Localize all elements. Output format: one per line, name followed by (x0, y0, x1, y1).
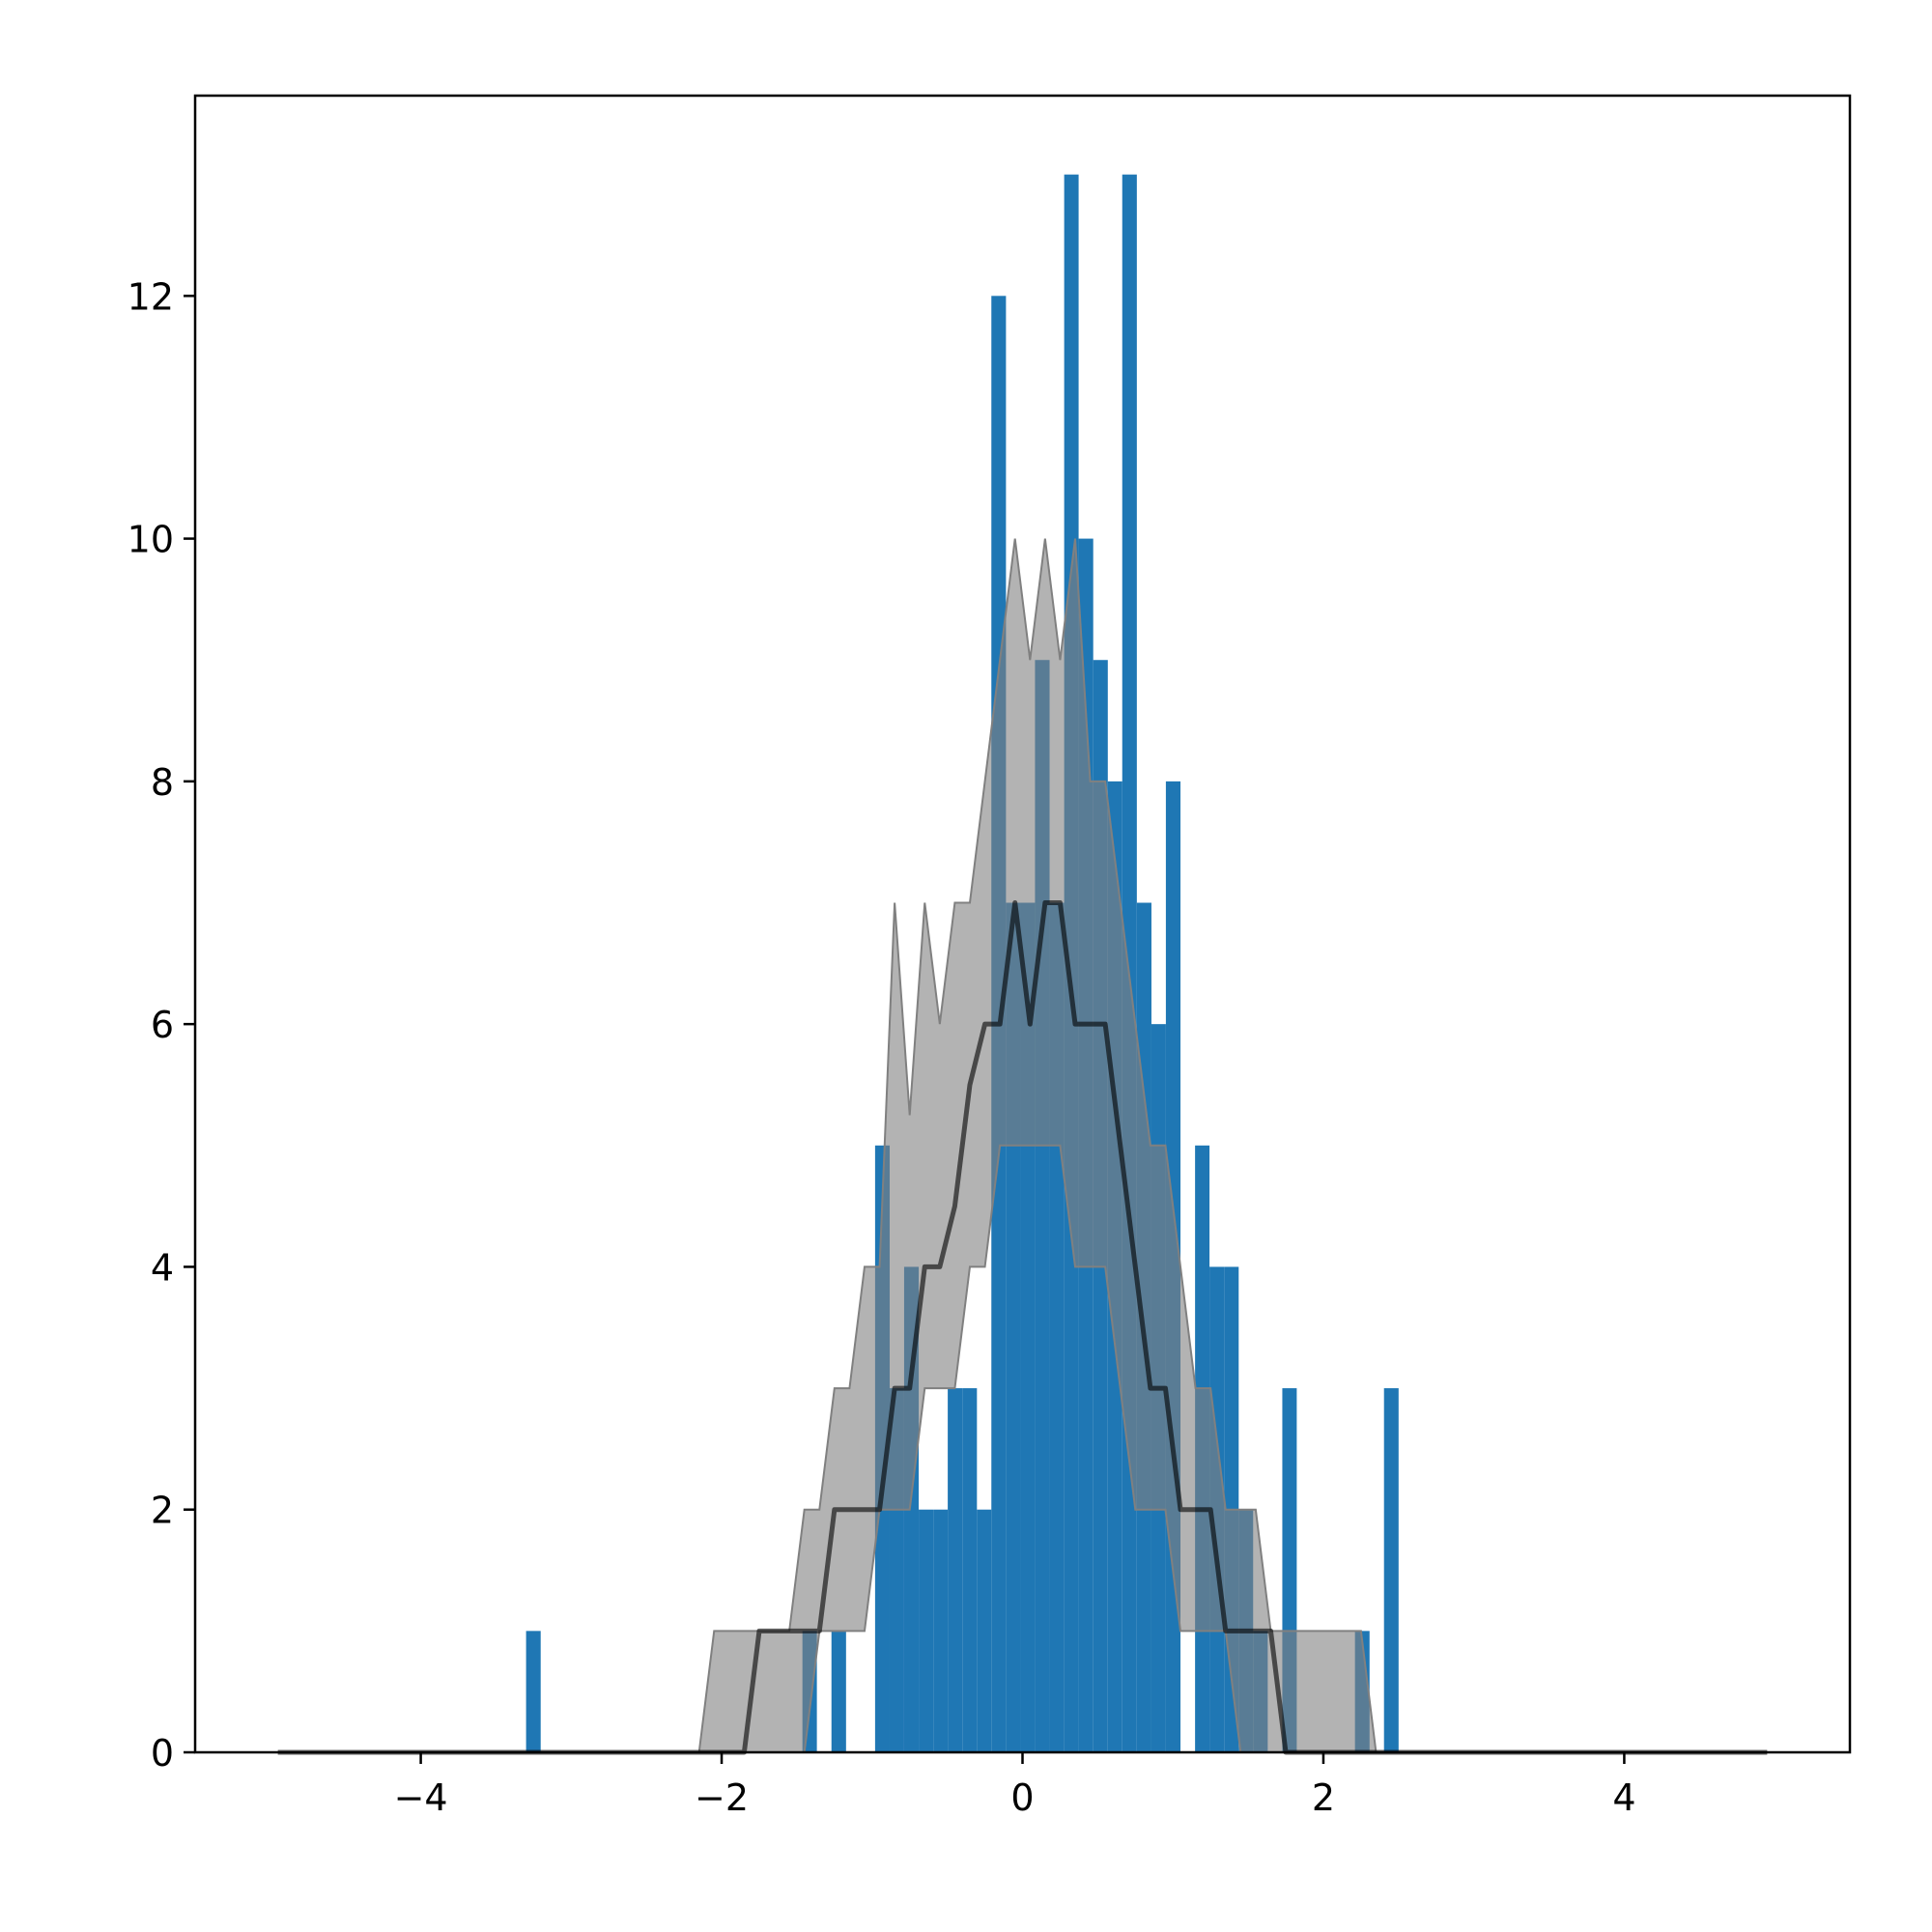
bar (948, 1388, 963, 1752)
y-tick-label: 6 (151, 1004, 174, 1046)
bar (526, 1631, 541, 1752)
bar (919, 1509, 934, 1752)
bar (933, 1509, 949, 1752)
x-tick-label: 2 (1312, 1776, 1335, 1819)
x-tick-label: 0 (1010, 1776, 1034, 1819)
y-tick-label: 0 (151, 1732, 174, 1775)
band (277, 538, 1768, 1753)
y-tick-label: 2 (151, 1490, 174, 1532)
y-tick-label: 12 (128, 275, 174, 318)
y-tick-label: 10 (128, 519, 174, 561)
bar (831, 1631, 846, 1752)
x-tick-label: −2 (695, 1776, 749, 1819)
bar (977, 1509, 992, 1752)
x-tick-label: 4 (1612, 1776, 1635, 1819)
y-tick-label: 8 (151, 761, 174, 804)
y-tick-label: 4 (151, 1246, 174, 1289)
bar (1383, 1388, 1399, 1752)
bar (962, 1388, 978, 1752)
x-tick-label: −4 (394, 1776, 448, 1819)
line (277, 900, 1768, 1755)
